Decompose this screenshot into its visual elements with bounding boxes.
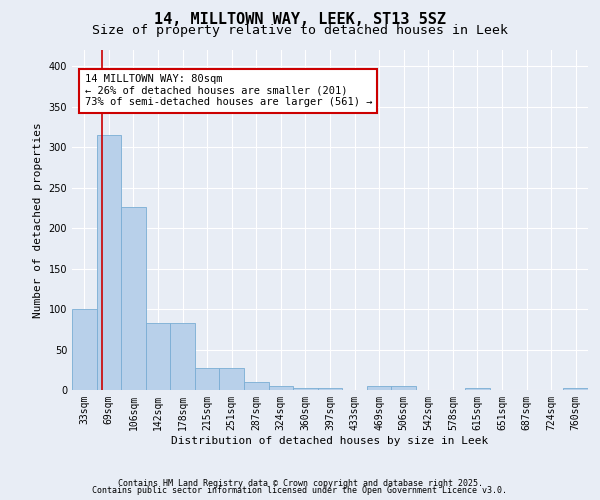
Text: Contains HM Land Registry data © Crown copyright and database right 2025.: Contains HM Land Registry data © Crown c… bbox=[118, 478, 482, 488]
Bar bbox=[220, 368, 244, 390]
Bar bbox=[244, 382, 269, 390]
Text: 14 MILLTOWN WAY: 80sqm
← 26% of detached houses are smaller (201)
73% of semi-de: 14 MILLTOWN WAY: 80sqm ← 26% of detached… bbox=[85, 74, 372, 108]
Bar bbox=[195, 368, 220, 390]
Text: Contains public sector information licensed under the Open Government Licence v3: Contains public sector information licen… bbox=[92, 486, 508, 495]
Bar bbox=[293, 388, 318, 390]
Text: 14, MILLTOWN WAY, LEEK, ST13 5SZ: 14, MILLTOWN WAY, LEEK, ST13 5SZ bbox=[154, 12, 446, 28]
Bar bbox=[146, 323, 170, 390]
Y-axis label: Number of detached properties: Number of detached properties bbox=[33, 122, 43, 318]
X-axis label: Distribution of detached houses by size in Leek: Distribution of detached houses by size … bbox=[172, 436, 488, 446]
Bar bbox=[97, 135, 121, 390]
Bar bbox=[72, 309, 97, 390]
Bar bbox=[318, 388, 342, 390]
Bar bbox=[121, 207, 146, 390]
Bar bbox=[170, 323, 195, 390]
Bar bbox=[465, 388, 490, 390]
Bar bbox=[367, 386, 391, 390]
Text: Size of property relative to detached houses in Leek: Size of property relative to detached ho… bbox=[92, 24, 508, 37]
Bar bbox=[269, 386, 293, 390]
Bar bbox=[391, 386, 416, 390]
Bar bbox=[563, 388, 588, 390]
